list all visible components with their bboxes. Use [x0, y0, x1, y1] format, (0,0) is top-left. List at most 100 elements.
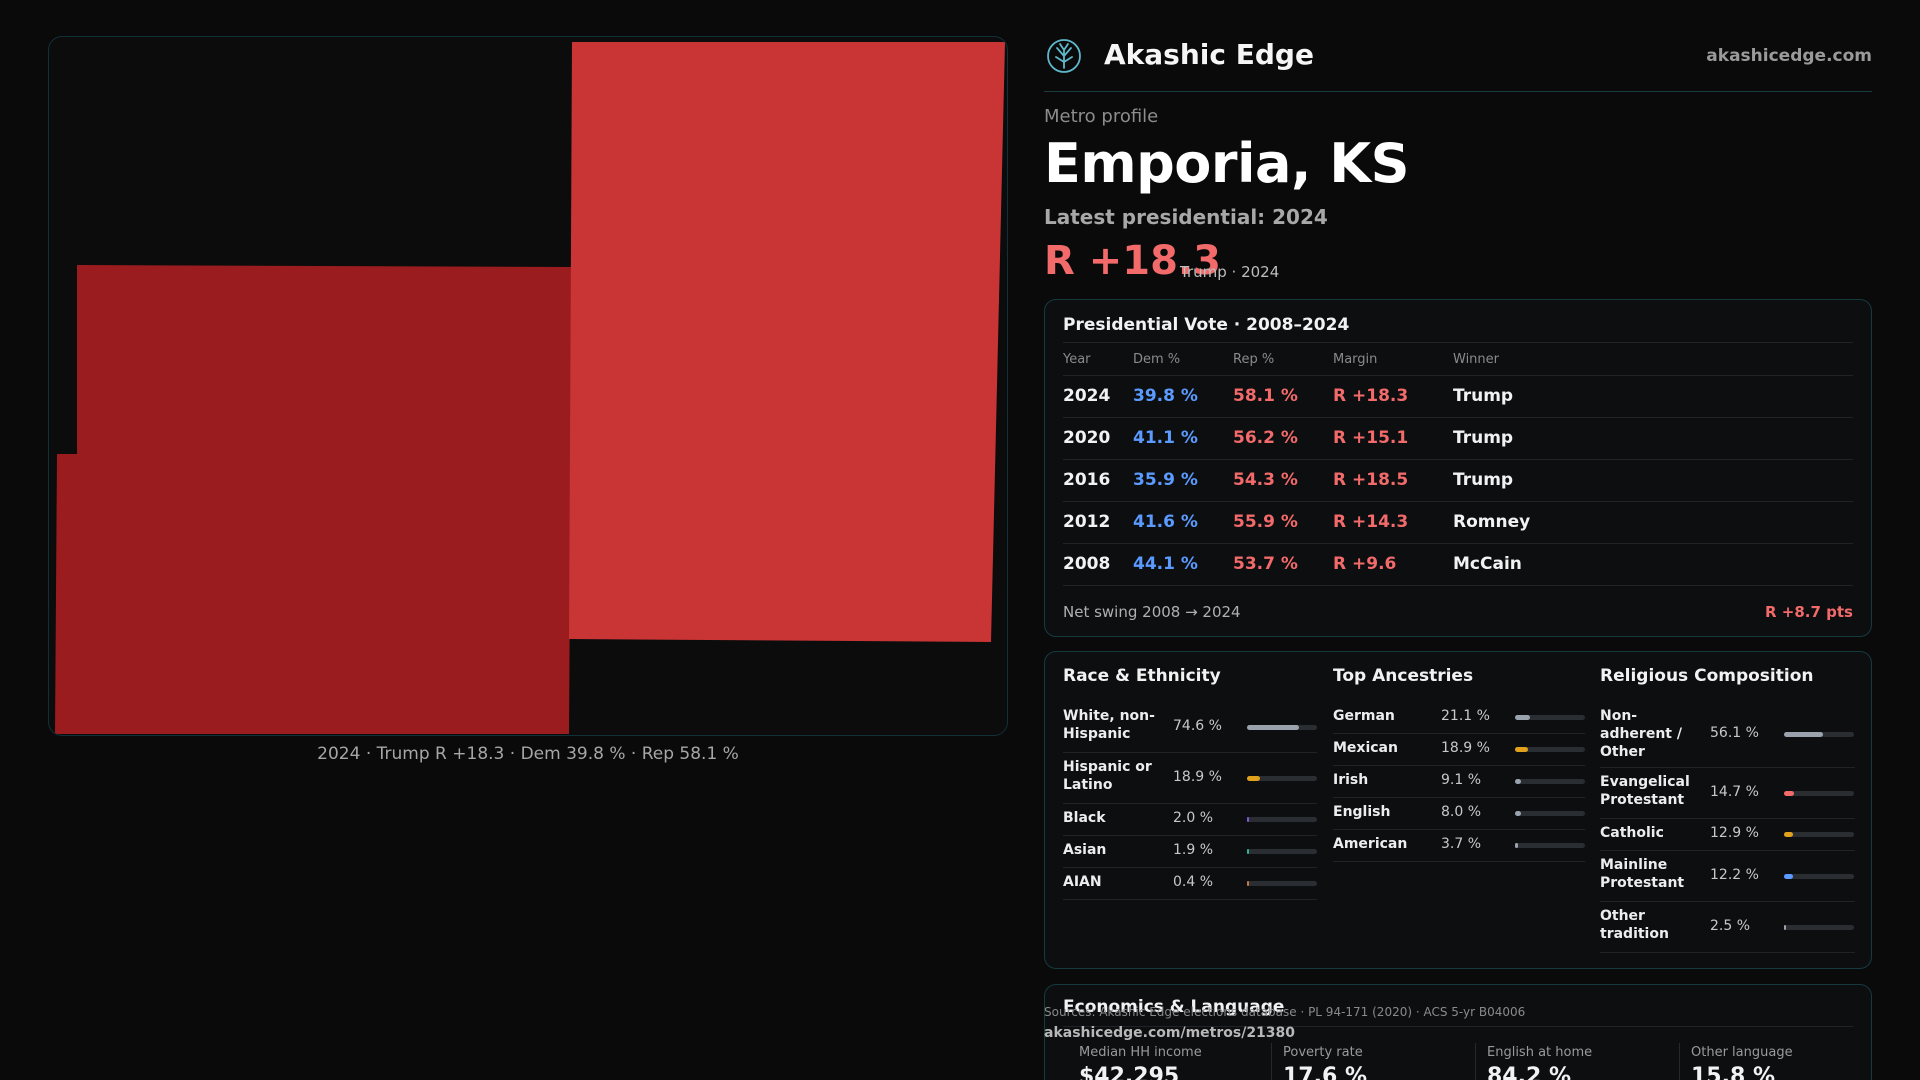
religion-label: Other tradition [1600, 908, 1669, 942]
latest-election-label: Latest presidential: 2024 [1044, 205, 1328, 229]
economics-stat: Other language 15.8 % [1691, 1045, 1881, 1080]
county-shape-east[interactable] [569, 42, 1005, 642]
religion-section: Religious Composition Non-adherent / Oth… [1600, 666, 1855, 953]
net-swing-label: Net swing 2008 → 2024 [1063, 603, 1241, 621]
religion-label: Evangelical Protestant [1600, 774, 1690, 808]
ancestry-bar-track [1515, 747, 1585, 752]
vote-cell-dem: 41.1 % [1133, 428, 1198, 448]
religion-bar-fill [1784, 832, 1794, 837]
ancestry-row: American 3.7 % [1333, 830, 1585, 862]
race-value: 0.4 % [1173, 874, 1214, 890]
race-value: 2.0 % [1173, 810, 1214, 826]
header-dem: Dem % [1133, 352, 1181, 367]
ancestry-title: Top Ancestries [1333, 666, 1474, 686]
economics-separator [1475, 1043, 1476, 1080]
economics-stat: English at home 84.2 % [1487, 1045, 1677, 1080]
ancestry-label: Irish [1333, 772, 1369, 788]
header-year: Year [1063, 352, 1091, 367]
vote-cell-dem: 44.1 % [1133, 554, 1198, 574]
race-row: Black 2.0 % [1063, 804, 1317, 836]
religion-value: 14.7 % [1710, 783, 1759, 800]
vote-cell-year: 2012 [1063, 512, 1111, 532]
ancestry-value: 9.1 % [1441, 772, 1482, 788]
race-row: Hispanic or Latino 18.9 % [1063, 753, 1317, 804]
religion-label: Catholic [1600, 825, 1664, 841]
map-caption: 2024 · Trump R +18.3 · Dem 39.8 % · Rep … [317, 744, 739, 764]
religion-value: 56.1 % [1710, 725, 1759, 741]
vote-cell-year: 2008 [1063, 554, 1111, 574]
economics-stat-value: 15.8 % [1691, 1064, 1775, 1080]
ancestry-bar-track [1515, 715, 1585, 720]
vote-cell-dem: 41.6 % [1133, 512, 1198, 532]
ancestry-bar-fill [1515, 811, 1521, 816]
religion-row: Mainline Protestant 12.2 % [1600, 851, 1855, 902]
brand-url-link[interactable]: akashicedge.com [1706, 46, 1872, 66]
religion-bar-fill [1784, 924, 1786, 930]
vote-cell-dem: 39.8 % [1133, 386, 1198, 406]
ancestry-bar-fill [1515, 779, 1522, 784]
race-label: AIAN [1063, 874, 1102, 890]
vote-cell-winner: Trump [1453, 470, 1514, 490]
vote-cell-margin: R +18.5 [1333, 470, 1409, 490]
vote-card-title: Presidential Vote · 2008–2024 [1063, 315, 1350, 335]
vote-cell-rep: 53.7 % [1233, 554, 1298, 574]
race-row: AIAN 0.4 % [1063, 868, 1317, 900]
ancestry-bar-fill [1515, 843, 1518, 848]
economics-stat-value: 84.2 % [1487, 1064, 1571, 1080]
economics-stat-label: Median HH income [1079, 1045, 1202, 1060]
vote-cell-year: 2016 [1063, 470, 1111, 490]
economics-stat-label: Poverty rate [1283, 1045, 1363, 1060]
economics-stat: Median HH income $42,295 [1079, 1045, 1269, 1080]
county-shape-west[interactable] [55, 265, 572, 734]
profile-kicker: Metro profile [1044, 106, 1159, 127]
economics-stat-value: 17.6 % [1283, 1064, 1367, 1080]
race-label: White, non-Hispanic [1063, 708, 1155, 742]
race-bar-fill [1247, 817, 1249, 822]
header-margin: Margin [1333, 352, 1378, 367]
county-map-svg [55, 42, 1005, 734]
ancestry-row: Mexican 18.9 % [1333, 734, 1585, 766]
ancestry-bar-fill [1515, 715, 1530, 720]
economics-stat: Poverty rate 17.6 % [1283, 1045, 1473, 1080]
vote-cell-margin: R +14.3 [1333, 512, 1409, 532]
tree-emblem-icon [1047, 39, 1081, 73]
vote-table-row: 2016 35.9 % 54.3 % R +18.5 Trump [1063, 460, 1853, 502]
vote-cell-rep: 56.2 % [1233, 428, 1298, 448]
religion-bar-track [1784, 790, 1854, 796]
race-bar-fill [1247, 775, 1261, 781]
economics-card: Economics & Language Median HH income $42… [1044, 984, 1872, 1080]
vote-cell-winner: McCain [1453, 554, 1522, 574]
vote-cell-rep: 58.1 % [1233, 386, 1298, 406]
race-bar-track [1247, 724, 1317, 730]
vote-table-row: 2008 44.1 % 53.7 % R +9.6 McCain [1063, 544, 1853, 586]
county-map[interactable] [48, 36, 1008, 736]
race-bar-fill [1247, 724, 1300, 730]
latest-margin-note: Trump · 2024 [1180, 263, 1280, 281]
header-winner: Winner [1453, 352, 1500, 367]
religion-bar-track [1784, 924, 1854, 930]
vote-cell-winner: Trump [1453, 386, 1514, 406]
vote-cell-winner: Trump [1453, 428, 1514, 448]
ancestry-section: Top Ancestries German 21.1 % Mexican 18.9 %… [1333, 666, 1585, 862]
vote-table-header: Year Dem % Rep % Margin Winner [1063, 342, 1853, 376]
brand-header: Akashic Edge akashicedge.com [1044, 34, 1872, 92]
race-bar-track [1247, 817, 1317, 822]
religion-bar-fill [1784, 873, 1793, 879]
header-rep: Rep % [1233, 352, 1275, 367]
ancestry-label: Mexican [1333, 740, 1398, 756]
vote-cell-rep: 55.9 % [1233, 512, 1298, 532]
vote-cell-winner: Romney [1453, 512, 1531, 532]
religion-value: 12.2 % [1710, 866, 1759, 883]
religion-row: Evangelical Protestant 14.7 % [1600, 768, 1855, 819]
race-value: 74.6 % [1173, 717, 1222, 734]
ancestry-bar-fill [1515, 747, 1529, 752]
economics-stat-label: Other language [1691, 1045, 1793, 1060]
religion-label: Mainline Protestant [1600, 857, 1685, 891]
permalink[interactable]: akashicedge.com/metros/21380 [1044, 1025, 1296, 1041]
economics-title: Economics & Language [1063, 997, 1285, 1017]
vote-cell-dem: 35.9 % [1133, 470, 1198, 490]
ancestry-value: 21.1 % [1441, 708, 1490, 724]
economics-stat-value: $42,295 [1079, 1064, 1180, 1080]
race-bar-track [1247, 775, 1317, 781]
ancestry-value: 3.7 % [1441, 836, 1482, 852]
